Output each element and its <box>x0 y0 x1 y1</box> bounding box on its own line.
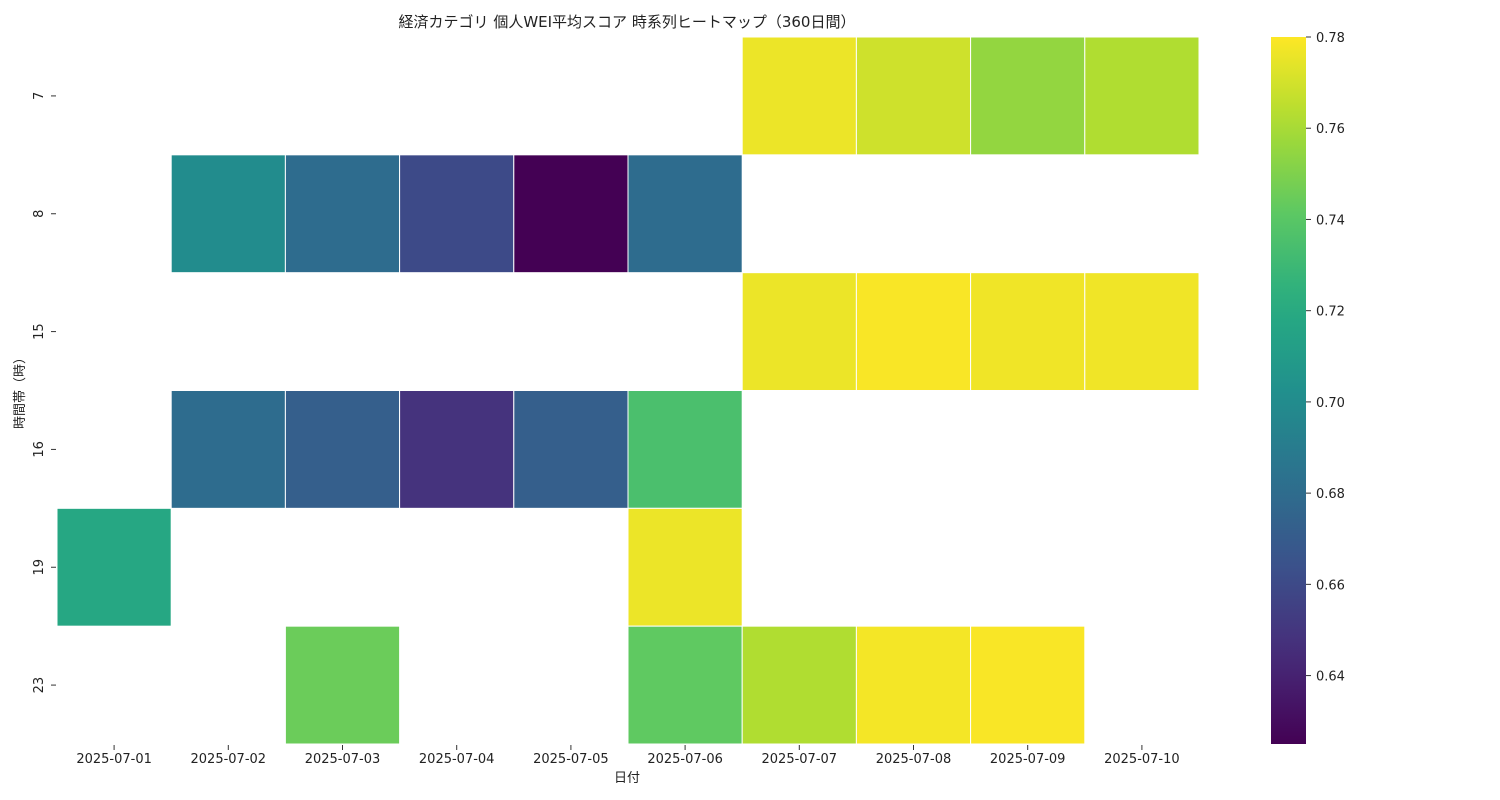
x-tick-label: 2025-07-07 <box>762 752 838 767</box>
y-tick-label: 19 <box>32 559 47 576</box>
heatmap-cell <box>170 154 286 274</box>
heatmap-cell <box>855 36 972 156</box>
heatmap-cell <box>741 625 857 745</box>
colorbar-tick-label: 0.64 <box>1316 670 1345 685</box>
colorbar-tick-label: 0.72 <box>1316 305 1345 320</box>
heatmap-cell <box>170 390 286 509</box>
heatmap-cell <box>284 625 401 745</box>
y-tick-label: 8 <box>32 210 47 218</box>
colorbar <box>1271 37 1306 744</box>
heatmap-cell <box>970 272 1086 391</box>
y-tick-label: 15 <box>32 323 47 340</box>
x-axis-label: 日付 <box>614 771 640 786</box>
heatmap-cell <box>56 507 172 627</box>
colorbar-tick-label: 0.78 <box>1316 31 1345 46</box>
heatmap-cell <box>627 507 743 627</box>
heatmap-cell <box>513 154 629 274</box>
y-axis-ticks: 7 8 15 16 19 23 <box>32 92 56 694</box>
chart-title: 経済カテゴリ 個人WEI平均スコア 時系列ヒートマップ（360日間） <box>399 13 856 31</box>
x-tick-label: 2025-07-02 <box>191 752 267 767</box>
colorbar-tick-label: 0.76 <box>1316 122 1345 137</box>
heatmap-cell <box>284 154 401 274</box>
colorbar-tick-label: 0.74 <box>1316 213 1345 228</box>
heatmap-cells <box>56 36 1200 745</box>
heatmap-cell <box>1084 272 1200 391</box>
x-tick-label: 2025-07-08 <box>876 752 952 767</box>
heatmap-cell <box>970 625 1086 745</box>
heatmap-cell <box>855 625 972 745</box>
x-tick-label: 2025-07-01 <box>76 752 152 767</box>
heatmap-cell <box>513 390 629 509</box>
heatmap-cell <box>627 625 743 745</box>
colorbar-tick-label: 0.70 <box>1316 396 1345 411</box>
colorbar-tick-label: 0.68 <box>1316 487 1345 502</box>
heatmap-cell <box>399 390 515 509</box>
x-tick-label: 2025-07-03 <box>305 752 381 767</box>
colorbar-ticks: 0.64 0.66 0.68 0.70 0.72 0.74 0.76 0.78 <box>1306 31 1345 685</box>
colorbar-tick-label: 0.66 <box>1316 578 1345 593</box>
y-tick-label: 7 <box>32 92 47 100</box>
heatmap-cell <box>741 36 857 156</box>
x-axis-ticks: 2025-07-01 2025-07-02 2025-07-03 2025-07-04… <box>76 745 1180 767</box>
heatmap-cell <box>741 272 857 391</box>
y-tick-label: 16 <box>32 441 47 458</box>
heatmap-cell <box>399 154 515 274</box>
x-tick-label: 2025-07-05 <box>533 752 609 767</box>
y-tick-label: 23 <box>32 677 47 694</box>
x-tick-label: 2025-07-10 <box>1104 752 1180 767</box>
heatmap-cell <box>1084 36 1200 156</box>
x-tick-label: 2025-07-04 <box>419 752 495 767</box>
heatmap-cell <box>855 272 972 391</box>
heatmap-cell <box>627 154 743 274</box>
heatmap-cell <box>627 390 743 509</box>
heatmap-cell <box>284 390 401 509</box>
y-axis-label: 時間帯（時） <box>13 351 28 429</box>
x-tick-label: 2025-07-06 <box>647 752 723 767</box>
x-tick-label: 2025-07-09 <box>990 752 1066 767</box>
heatmap-cell <box>970 36 1086 156</box>
